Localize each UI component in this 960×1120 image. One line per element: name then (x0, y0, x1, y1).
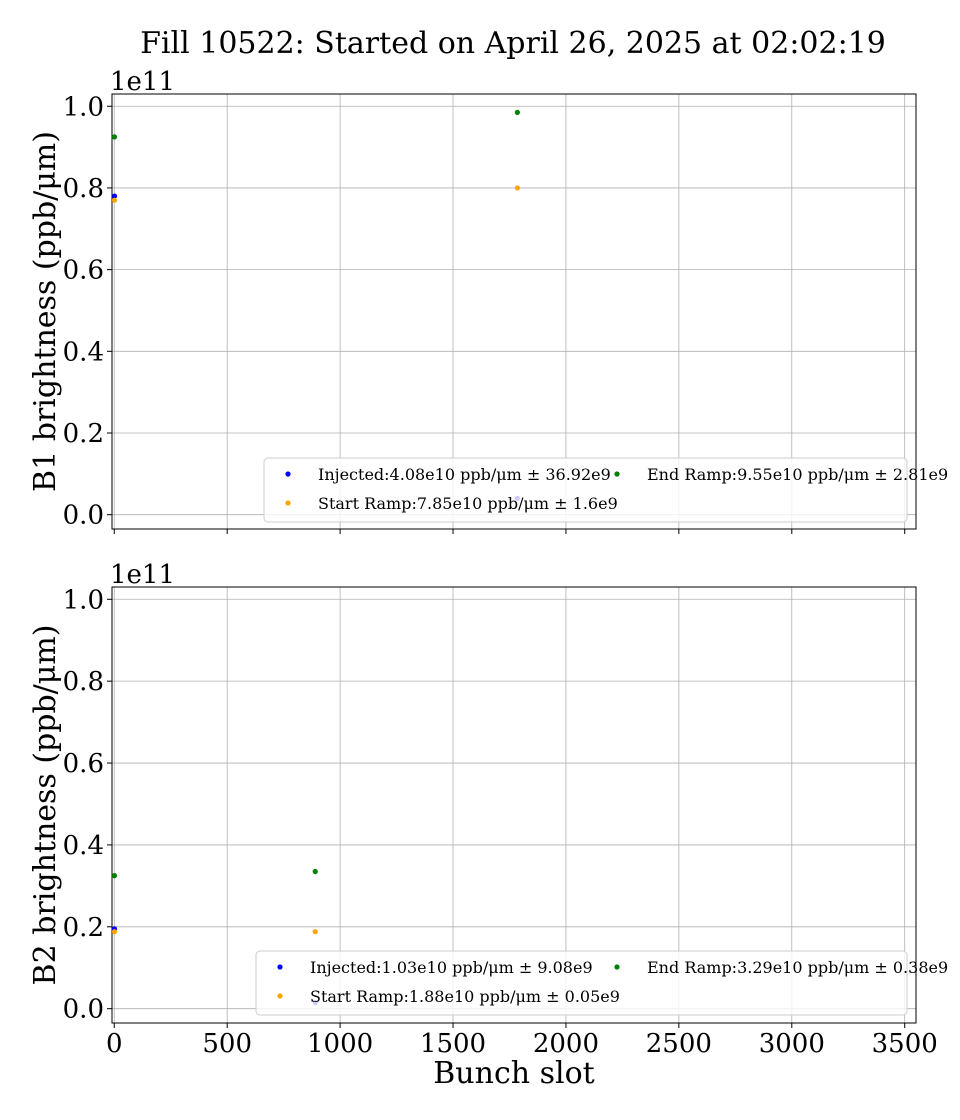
y-tick-label: 0.8 (63, 667, 104, 697)
y-tick-label: 0.2 (63, 913, 104, 943)
y-tick-label: 0.6 (63, 256, 104, 286)
b2-brightness-plot: 0 500 1000 1500 2000 2500 3000 3500 0.0 0.2 0.4 0.6… (28, 560, 948, 1091)
data-point (111, 193, 118, 199)
y-tick-label: 0.0 (63, 995, 104, 1025)
y-tick-label: 0.0 (63, 501, 104, 531)
legend-marker (614, 471, 620, 477)
legend-marker (277, 993, 283, 999)
legend-label: Start Ramp:1.88e10 ppb/μm ± 0.05e9 (310, 987, 620, 1006)
legend-marker (614, 964, 620, 970)
y-tick-label: 1.0 (63, 585, 104, 615)
legend-label: End Ramp:9.55e10 ppb/μm ± 2.81e9 (647, 465, 948, 484)
data-point (111, 873, 118, 879)
legend-marker (285, 471, 291, 477)
data-point (514, 185, 520, 191)
y-tick-label: 0.2 (63, 419, 104, 449)
data-point (312, 868, 318, 875)
y-tick-label: 0.4 (63, 831, 104, 861)
x-tick-label: 3500 (872, 1029, 938, 1059)
y-offset-label: 1e11 (110, 560, 175, 590)
legend-label: Start Ramp:7.85e10 ppb/μm ± 1.6e9 (318, 494, 618, 513)
x-tick-label: 2500 (646, 1029, 712, 1059)
y-axis-label: B1 brightness (ppb/μm) (28, 131, 63, 492)
data-point (111, 929, 118, 935)
y-tick-label: 0.6 (63, 749, 104, 779)
x-tick-label: 0 (106, 1029, 123, 1059)
x-tick-label: 2000 (533, 1029, 599, 1059)
legend-box (255, 950, 908, 1016)
x-tick-label: 1000 (307, 1029, 373, 1059)
y-axis-label: B2 brightness (ppb/μm) (28, 625, 63, 986)
figure-title: Fill 10522: Started on April 26, 2025 at… (140, 26, 886, 61)
x-tick-label: 1500 (420, 1029, 486, 1059)
axes-frame (111, 93, 917, 530)
legend-label: Injected:4.08e10 ppb/μm ± 36.92e9 (318, 465, 611, 484)
axes-frame (111, 586, 917, 1024)
legend-marker (277, 964, 283, 970)
legend-marker (285, 500, 291, 506)
y-tick-label: 0.8 (63, 174, 104, 204)
y-offset-label: 1e11 (110, 67, 175, 97)
x-tick-label: 3000 (759, 1029, 825, 1059)
legend-label: End Ramp:3.29e10 ppb/μm ± 0.38e9 (647, 958, 948, 977)
y-tick-label: 1.0 (63, 92, 104, 122)
data-point (111, 134, 118, 140)
legend-box (263, 457, 908, 523)
data-point (514, 109, 520, 115)
data-point (312, 929, 318, 935)
y-tick-label: 0.4 (63, 337, 104, 367)
legend-label: Injected:1.03e10 ppb/μm ± 9.08e9 (310, 958, 593, 977)
x-axis-label: Bunch slot (433, 1056, 594, 1091)
data-point (111, 197, 118, 203)
x-tick-label: 500 (202, 1029, 252, 1059)
